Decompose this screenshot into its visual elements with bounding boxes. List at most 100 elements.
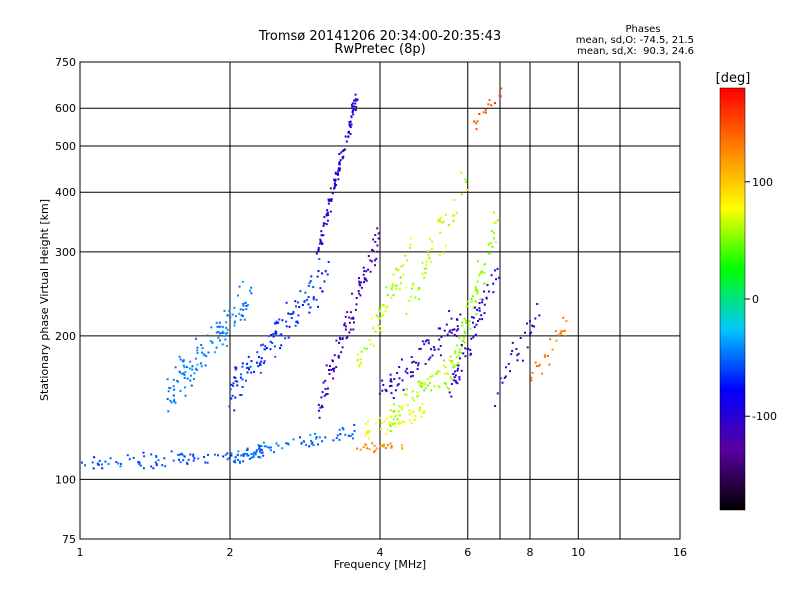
data-point <box>350 123 353 126</box>
data-point <box>335 339 338 342</box>
data-point <box>340 351 343 354</box>
data-point <box>257 455 260 458</box>
data-point <box>414 296 417 299</box>
data-point <box>386 417 389 420</box>
data-point <box>312 296 315 299</box>
data-point <box>234 461 237 464</box>
data-point <box>272 333 275 336</box>
data-point <box>336 173 339 176</box>
data-point <box>241 378 244 381</box>
data-point <box>337 178 340 181</box>
data-point <box>355 297 358 299</box>
data-point <box>444 244 447 247</box>
data-point <box>454 350 457 353</box>
data-point <box>323 280 326 283</box>
data-point <box>335 184 338 187</box>
data-point <box>333 354 336 357</box>
data-point <box>453 379 456 382</box>
data-point <box>374 234 377 236</box>
phases-legend-title: Phases <box>625 24 660 35</box>
data-point <box>195 368 198 371</box>
data-point <box>188 367 191 370</box>
data-point <box>191 368 194 371</box>
data-point <box>348 121 351 124</box>
data-point <box>150 453 153 456</box>
data-point <box>433 385 436 388</box>
data-point <box>285 442 288 445</box>
data-point <box>339 338 342 341</box>
data-point <box>336 434 339 437</box>
data-point <box>183 373 186 376</box>
data-point <box>260 344 263 347</box>
data-point <box>369 259 372 262</box>
data-point <box>390 422 393 424</box>
data-point <box>515 348 518 350</box>
data-point <box>507 362 510 365</box>
data-point <box>471 316 473 319</box>
data-point <box>333 186 336 189</box>
data-point <box>101 463 103 466</box>
data-point <box>420 384 423 387</box>
data-point <box>177 453 180 456</box>
data-point <box>273 451 275 454</box>
data-point <box>538 314 541 317</box>
data-point <box>498 94 501 97</box>
data-point <box>372 238 375 241</box>
data-point <box>487 103 490 106</box>
data-point <box>320 230 323 233</box>
x-tick-label: 10 <box>571 546 585 559</box>
data-point <box>443 359 445 362</box>
data-point <box>376 250 379 253</box>
data-point <box>358 292 361 295</box>
data-point <box>459 313 462 316</box>
data-point <box>394 425 397 428</box>
data-point <box>172 385 175 388</box>
data-point <box>232 382 235 385</box>
data-point <box>258 362 261 365</box>
data-point <box>437 385 440 388</box>
data-point <box>275 331 278 334</box>
data-point <box>456 382 459 385</box>
data-point <box>351 102 354 105</box>
data-point <box>364 422 367 425</box>
data-point <box>475 122 478 125</box>
data-point <box>524 331 526 334</box>
data-point <box>169 399 172 402</box>
data-point <box>412 282 415 285</box>
data-point <box>264 348 267 351</box>
data-point <box>196 349 199 352</box>
data-point <box>186 377 189 380</box>
data-point <box>383 420 386 423</box>
data-point <box>416 367 419 370</box>
data-point <box>483 312 486 315</box>
data-point <box>537 364 540 367</box>
data-point <box>396 418 399 420</box>
data-point <box>473 326 476 329</box>
data-point <box>346 336 349 339</box>
data-point <box>229 301 231 304</box>
data-point <box>222 331 225 334</box>
data-point <box>460 344 463 346</box>
data-point <box>236 380 239 383</box>
data-point <box>391 285 394 288</box>
data-point <box>179 358 182 361</box>
data-point <box>97 463 100 466</box>
data-point <box>327 261 330 263</box>
data-point <box>204 461 207 464</box>
data-point <box>186 463 189 465</box>
data-point <box>239 376 242 379</box>
data-point <box>190 374 192 377</box>
data-point <box>375 314 378 317</box>
data-point <box>230 397 233 400</box>
data-point <box>454 374 457 377</box>
data-point <box>164 465 167 468</box>
data-point <box>346 311 349 314</box>
data-point <box>420 415 423 418</box>
data-point <box>360 286 363 289</box>
data-point <box>400 358 403 361</box>
data-point <box>203 456 206 458</box>
data-point <box>349 328 352 331</box>
data-point <box>491 245 494 248</box>
data-point <box>363 270 366 273</box>
data-point <box>183 366 186 369</box>
